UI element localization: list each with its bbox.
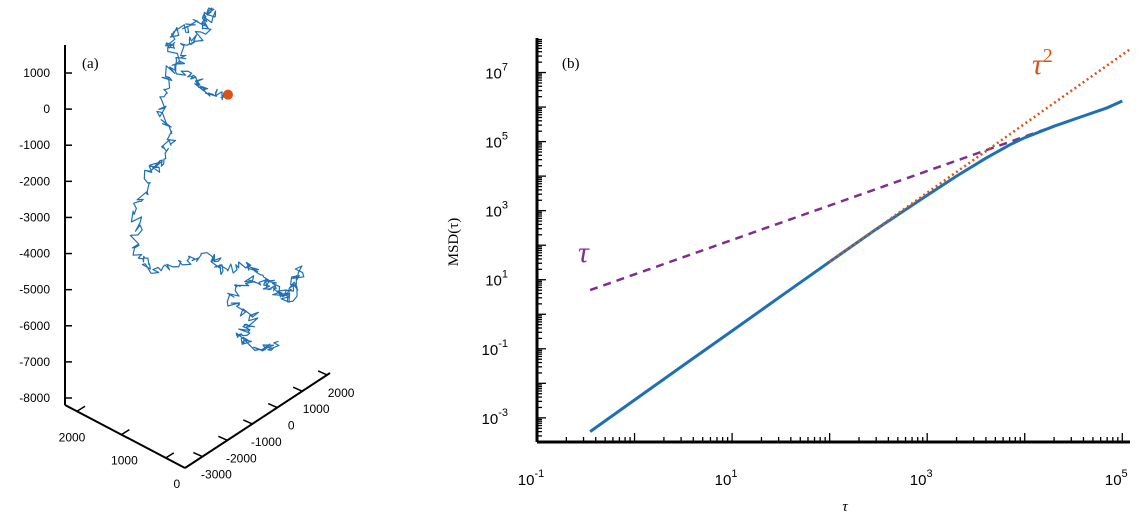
panel-b-y-tick-label: 103 [485,200,508,221]
panel-b-annotation-base: τ [1032,48,1044,81]
panel-a-x-ticks: 2000 1000 0 [59,405,180,491]
panel-b-x-tick-base: 10 [715,472,732,489]
panel-a-y-tick-mark [193,451,203,458]
panel-a-y-tick-label: 1000 [303,402,330,416]
panel-b-y-tick-exp: 7 [502,62,508,74]
panel-b-series-dashed-line [589,125,1055,292]
panel-a-y-tick-label: 2000 [328,386,355,400]
panel-a-y-tick-label: -1000 [251,435,282,449]
panel-b-y-tick-base: 10 [485,135,502,152]
panel-a-x-tick-mark [165,452,175,459]
panel-b-y-tick-base: 10 [485,66,502,83]
panel-a-x-tick-label: 0 [173,477,180,491]
panel-b-x-tick-base: 10 [910,472,927,489]
panel-b-series-solid-line [589,99,1123,433]
panel-b-x-tick-exp: 3 [926,468,932,480]
panel-a-y-tick-mark [242,419,253,425]
panel-a-z-tick-label: -2000 [19,174,50,188]
panel-a-z-tick-label: -3000 [19,210,50,224]
panel-b-annotation-sup: 2 [1043,45,1053,67]
panel-a-trajectory-line [129,7,305,352]
panel-b-x-tick-label: 101 [715,468,738,489]
panel-b-x-ticks: 10-1 101 103 105 [518,433,1128,489]
panel-b-y-tick-exp: 3 [502,200,508,212]
panel-b-y-tick-label: 101 [485,269,508,290]
panel-a-y-tick-label: -3000 [201,468,232,482]
panel-b-y-tick-base: 10 [482,411,499,428]
panel-b-x-tick-exp: 5 [1122,468,1128,480]
panel-a-z-tick-label: -8000 [19,391,50,405]
panel-b-y-axis-label: MSD(τ) [446,218,462,267]
panel-b-x-tick-base: 10 [1105,472,1122,489]
panel-a-z-tick-label: -7000 [19,355,50,369]
panel-a-z-tick-label: -1000 [19,138,50,152]
panel-b-series-dotted-line [828,48,1131,263]
panel-a-z-tick-label: -6000 [19,319,50,333]
panel-b-x-tick-label: 10-1 [518,468,544,489]
panel-a-z-tick-label: 1000 [23,66,50,80]
panel-a-x-tick-label: 1000 [111,454,138,468]
panel-b-y-tick-base: 10 [482,342,499,359]
panel-b-annotation-label: τ [578,236,590,269]
panel-b-annotations: τ2τ [578,45,1053,269]
panel-b-x-axis-label: τ [842,499,848,515]
panel-b-y-tick-exp: 5 [502,131,508,143]
panel-b-annotation-base: τ [578,236,590,269]
panel-a-y-tick-mark [292,386,303,392]
panel-b-label: (b) [562,56,580,72]
panel-b-y-tick-label: 10-1 [482,338,508,359]
panel-a-y-ticks: 2000 1000 0 -1000 -2000 -3000 [193,370,355,482]
panel-b-x-tick-exp: -1 [534,468,544,480]
panel-b-y-tick-label: 105 [485,131,508,152]
panel-a-z-ticks: 1000 0 -1000 -2000 -3000 -4000 -5000 -6000 -7000… [19,66,72,405]
panel-a-y-tick-mark [317,370,328,376]
panel-b-y-tick-base: 10 [485,273,502,290]
panel-a-z-tick-label: 0 [43,102,50,116]
panel-a-x-tick-mark [121,428,130,436]
panel-a-x-axis [64,404,186,469]
panel-a-end-marker [223,89,233,100]
panel-b-y-tick-exp: 1 [502,269,508,281]
panel-a-x-tick-mark [76,405,86,412]
panel-a-z-tick-label: -5000 [19,283,50,297]
panel-b-series [589,48,1131,433]
panel-b-x-tick-exp: 1 [731,468,737,480]
panel-a-y-tick-label: 0 [288,419,295,433]
panel-a-label: (a) [82,56,99,72]
panel-b-y-tick-label: 10-3 [482,407,508,428]
panel-a-y-tick-label: -2000 [226,451,257,465]
panel-a-z-tick-label: -4000 [19,247,50,261]
panel-b-annotation-label: τ2 [1032,45,1053,81]
panel-b-x-tick-label: 105 [1105,468,1128,489]
panel-b-y-tick-base: 10 [485,204,502,221]
panel-b-x-tick-label: 103 [910,468,933,489]
panel-a-x-tick-label: 2000 [59,430,86,444]
panel-b-y-tick-label: 107 [485,62,508,83]
panel-a-y-axis [184,372,331,469]
panel-b-x-tick-base: 10 [518,472,535,489]
panel-a-y-tick-mark [267,402,278,409]
panel-a-3d-trajectory: (a) 1000 0 -1000 -2000 -3000 -4000 -5000 -6000 -… [19,7,355,491]
panel-b-y-tick-exp: -1 [498,338,508,350]
panel-a-y-tick-mark [218,435,228,441]
panel-b-y-tick-exp: -3 [498,407,508,419]
